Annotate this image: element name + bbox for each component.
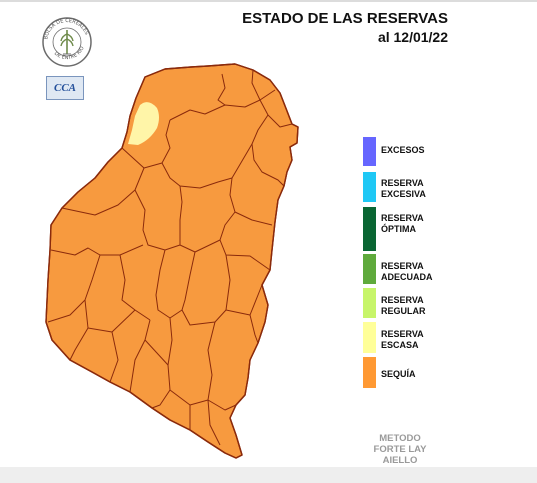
cca-logo: CCA xyxy=(46,76,84,100)
legend-label-excesos: EXCESOS xyxy=(381,145,425,155)
legend-swatch-sequia xyxy=(363,357,376,388)
map-title: ESTADO DE LAS RESERVAS xyxy=(242,10,448,27)
department-borders xyxy=(47,69,293,446)
legend-swatch-excesos xyxy=(363,137,376,166)
legend-label-reserva-escasa: RESERVA ESCASA xyxy=(381,329,424,350)
window-bottom-edge xyxy=(0,467,537,483)
reserva-escasa-patch xyxy=(128,102,159,145)
legend-label-sequia: SEQUÍA xyxy=(381,369,416,379)
entre-rios-map xyxy=(45,63,299,459)
legend-swatch-reserva-adecuada xyxy=(363,254,376,284)
method-label: METODO FORTE LAY AIELLO xyxy=(350,433,450,466)
method-line-1: METODO xyxy=(379,433,421,444)
legend-swatch-reserva-escasa xyxy=(363,322,376,353)
legend-label-reserva-optima: RESERVA ÓPTIMA xyxy=(381,213,424,234)
legend-swatch-reserva-optima xyxy=(363,207,376,251)
method-line-3: AIELLO xyxy=(382,455,418,466)
legend-label-reserva-regular: RESERVA REGULAR xyxy=(381,295,426,316)
legend-label-reserva-adecuada: RESERVA ADECUADA xyxy=(381,261,433,282)
window-top-edge xyxy=(0,0,537,2)
legend-swatch-reserva-excesiva xyxy=(363,172,376,202)
map-date: al 12/01/22 xyxy=(377,29,448,45)
cca-logo-text: CCA xyxy=(53,82,76,94)
legend-swatch-reserva-regular xyxy=(363,288,376,318)
bolsa-cereales-seal-logo: BOLSA DE CEREALES DE ENTRE RIOS xyxy=(38,14,92,67)
method-line-2: FORTE LAY xyxy=(373,444,427,455)
legend-label-reserva-excesiva: RESERVA EXCESIVA xyxy=(381,178,426,199)
province-outline xyxy=(45,63,299,459)
